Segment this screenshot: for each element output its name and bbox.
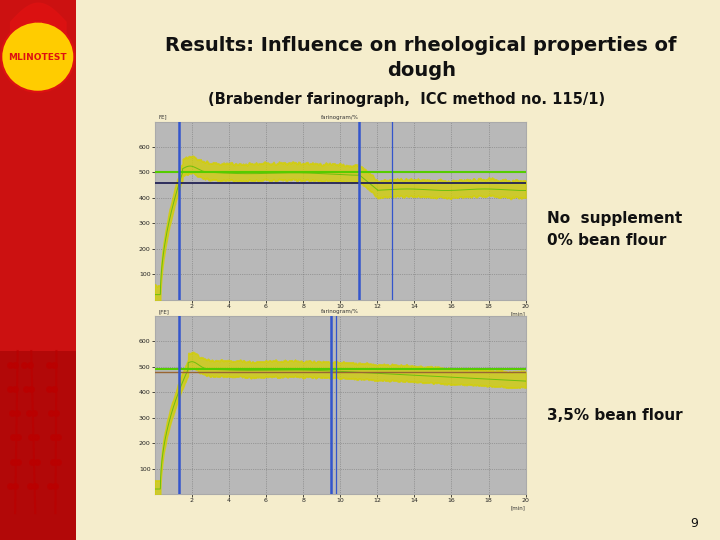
Ellipse shape (1, 22, 74, 92)
Text: farinogram/%: farinogram/% (321, 309, 359, 314)
Text: [FE]: [FE] (158, 309, 169, 314)
Bar (0, 0, 76, 540)
Text: [min]: [min] (510, 505, 526, 511)
Text: (Brabender farinograph,  ICC method no. 115/1): (Brabender farinograph, ICC method no. 1… (208, 92, 606, 107)
Text: [min]: [min] (510, 311, 526, 316)
Text: ∫∫: ∫∫ (31, 23, 45, 33)
Text: FE]: FE] (158, 114, 167, 120)
Text: 3,5% bean flour: 3,5% bean flour (547, 408, 683, 423)
Text: farinogram/%: farinogram/% (321, 114, 359, 120)
Text: 9: 9 (690, 517, 698, 530)
Text: dough: dough (387, 60, 456, 80)
Text: No  supplement
0% bean flour: No supplement 0% bean flour (547, 211, 683, 248)
Bar (0, 351, 76, 540)
Text: Results: Influence on rheological properties of: Results: Influence on rheological proper… (166, 36, 677, 56)
Text: MLINOTEST: MLINOTEST (9, 53, 67, 62)
